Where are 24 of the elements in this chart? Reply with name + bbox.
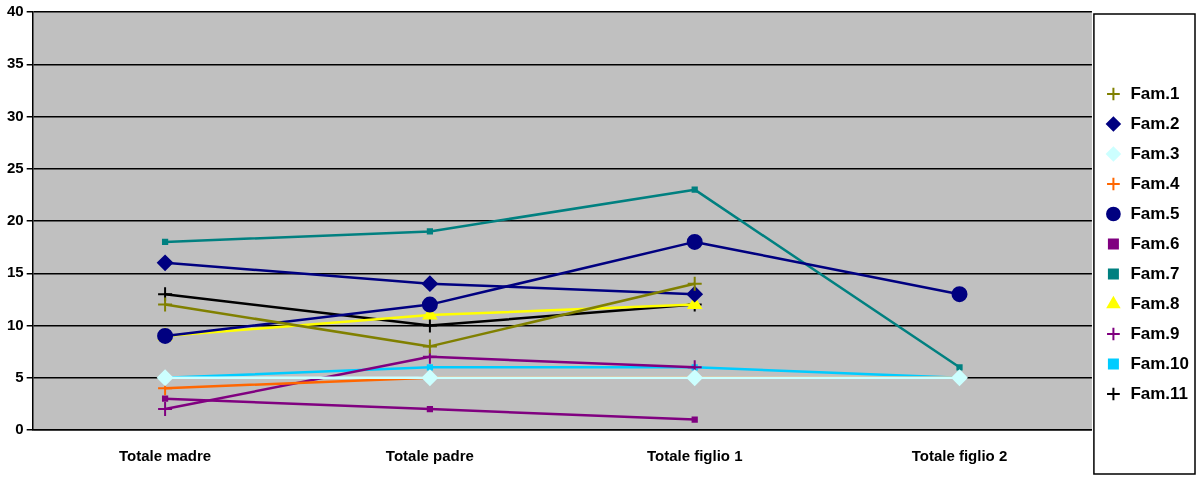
y-tick-label: 25 <box>7 158 24 176</box>
y-tick-label: 15 <box>7 263 24 281</box>
legend-label: Fam.3 <box>1130 143 1180 163</box>
y-tick-label: 40 <box>7 2 24 20</box>
x-tick-label: Totale padre <box>385 447 474 465</box>
y-tick-label: 10 <box>7 315 24 333</box>
x-tick-label: Totale figlio 2 <box>911 447 1008 465</box>
legend-label: Fam.6 <box>1130 233 1180 253</box>
legend-label: Fam.5 <box>1130 203 1180 223</box>
legend-label: Fam.10 <box>1130 353 1190 373</box>
legend-label: Fam.4 <box>1130 173 1181 193</box>
legend-label: Fam.1 <box>1130 83 1180 103</box>
legend-label: Fam.7 <box>1130 263 1180 283</box>
x-tick-label: Totale figlio 1 <box>646 447 743 465</box>
y-tick-label: 35 <box>7 54 24 72</box>
legend-label: Fam.11 <box>1130 383 1189 403</box>
x-tick-label: Totale madre <box>118 447 212 465</box>
legend-label: Fam.8 <box>1130 293 1180 313</box>
legend-label: Fam.9 <box>1130 323 1180 343</box>
y-tick-label: 20 <box>7 211 24 229</box>
y-tick-label: 5 <box>15 367 24 385</box>
y-tick-label: 30 <box>7 106 24 124</box>
y-tick-label: 0 <box>15 420 24 438</box>
legend-label: Fam.2 <box>1130 113 1180 133</box>
